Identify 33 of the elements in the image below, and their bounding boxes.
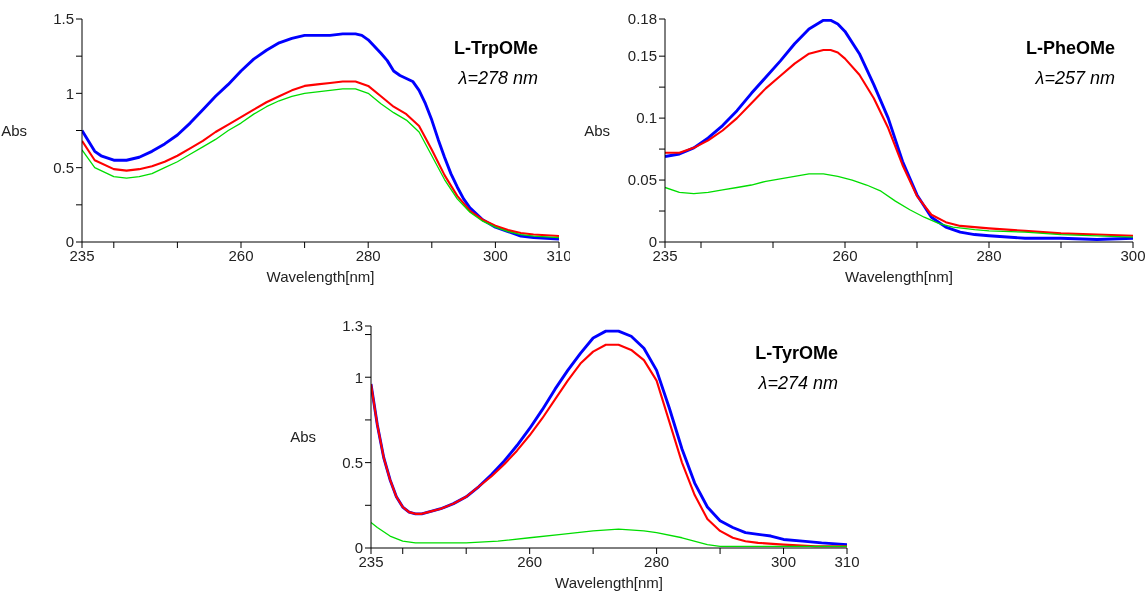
y-tick-label: 0.5 (53, 158, 74, 176)
x-tick-label: 260 (517, 552, 543, 570)
x-axis-title: Wavelength[nm] (555, 574, 663, 591)
y-tick-label: 1 (354, 368, 363, 386)
y-tick-label: 1.5 (53, 10, 74, 28)
y-tick-label: 0.05 (627, 171, 657, 189)
y-tick-label: 1.3 (342, 317, 363, 335)
x-axis-title: Wavelength[nm] (845, 268, 953, 285)
annotation: λ=257 nm (1035, 68, 1115, 89)
x-tick-label: 280 (355, 246, 381, 264)
annotation: λ=274 nm (758, 373, 838, 394)
y-tick-label: 0.18 (627, 10, 657, 28)
x-tick-label: 300 (482, 246, 508, 264)
y-tick-label: 0.15 (627, 47, 657, 65)
line-series (665, 173, 1133, 238)
y-axis-title: Abs (1, 121, 27, 139)
x-tick-label: 280 (976, 246, 1002, 264)
x-tick-label: 260 (832, 246, 858, 264)
y-tick-label: 0.5 (342, 453, 363, 471)
y-tick-label: 0.1 (636, 109, 657, 127)
y-axis-title: Abs (290, 428, 316, 446)
x-tick-label: 280 (644, 552, 670, 570)
annotation: L-TrpOMe (454, 38, 538, 59)
annotation: L-TyrOMe (755, 343, 838, 364)
x-tick-label: 300 (1120, 246, 1146, 264)
x-axis-title: Wavelength[nm] (266, 268, 375, 285)
x-tick-label: 310 (834, 552, 860, 570)
y-tick-label: 1 (65, 84, 74, 102)
y-axis-title: Abs (584, 121, 610, 139)
x-tick-label: 300 (771, 552, 797, 570)
x-tick-label: 260 (228, 246, 254, 264)
annotation: L-PheOMe (1025, 38, 1115, 59)
annotation: λ=278 nm (458, 68, 538, 89)
